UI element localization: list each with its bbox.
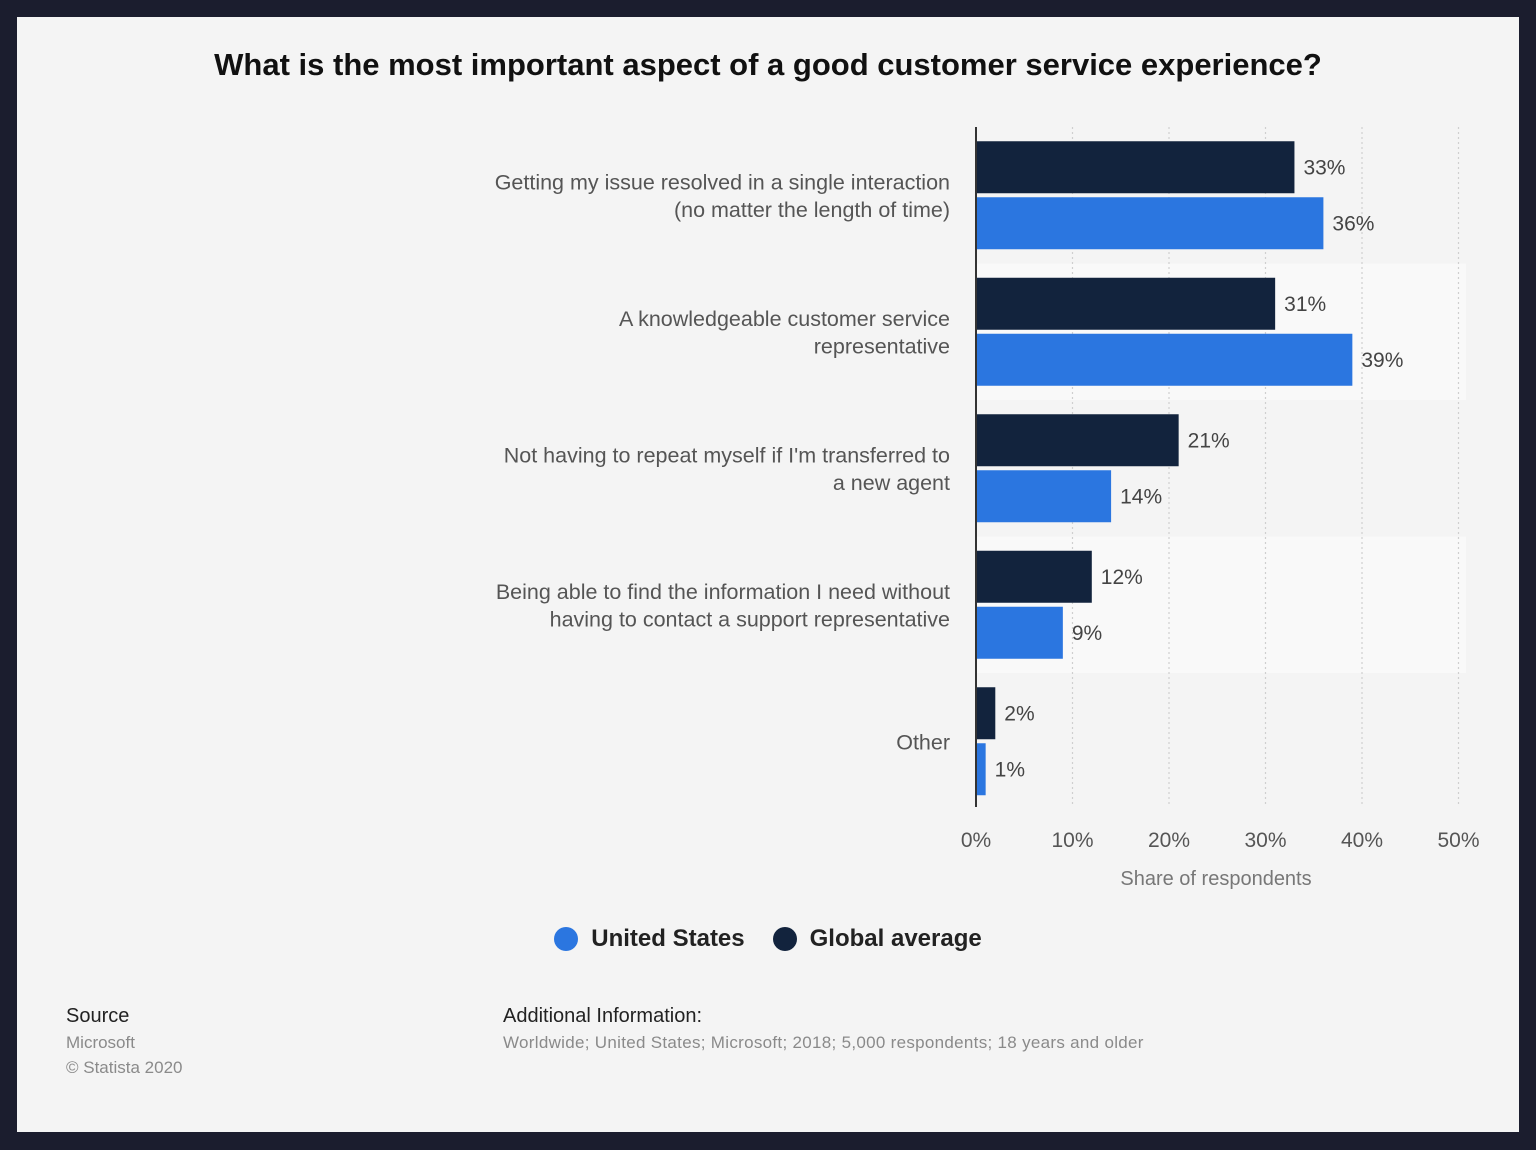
bar-united-states-2[interactable] (976, 333, 1353, 386)
value-label: 12% (1101, 566, 1143, 589)
x-tick-label: 20% (1148, 829, 1190, 852)
bar-global-average-1[interactable] (976, 141, 1295, 194)
source-heading[interactable]: Source (66, 1005, 130, 1027)
bar-global-average-4[interactable] (976, 550, 1092, 603)
value-label: 14% (1120, 485, 1162, 508)
copyright: © Statista 2020 (66, 1058, 183, 1077)
gridlines (1071, 127, 1460, 807)
source-block: Source Microsoft © Statista 2020 (66, 1005, 183, 1078)
category-label: Other (896, 730, 950, 754)
bar-united-states-5[interactable] (976, 743, 986, 796)
x-axis-label: Share of respondents (1120, 868, 1311, 890)
additional-information-block: Additional Information: Worldwide; Unite… (503, 1005, 1144, 1053)
x-tick-label: 0% (961, 829, 991, 852)
bar-global-average-5[interactable] (976, 687, 996, 740)
bar-chart: 33% 36% 31% 39% 21% 14% 12% 9% 2% 1% Getting my i… (495, 127, 1480, 890)
value-label: 9% (1072, 622, 1102, 645)
legend-item-global-average[interactable]: Global average (772, 925, 982, 953)
x-tick-label: 10% (1051, 829, 1093, 852)
bar-united-states-1[interactable] (976, 197, 1324, 250)
category-label: Getting my issue resolved in a single in… (495, 171, 950, 223)
x-tick-label: 40% (1341, 829, 1383, 852)
additional-information-heading: Additional Information: (503, 1005, 703, 1027)
category-label: A knowledgeable customer service represen… (619, 307, 950, 359)
value-label: 39% (1361, 349, 1403, 372)
chart-panel: What is the most important aspect of a g… (17, 17, 1519, 1132)
bar-global-average-2[interactable] (976, 277, 1276, 330)
legend-label-united-states: United States (591, 925, 745, 952)
legend-marker-global-average (772, 927, 797, 951)
value-label: 2% (1004, 702, 1034, 725)
value-label: 21% (1188, 429, 1230, 452)
value-label: 36% (1332, 212, 1374, 235)
bar-global-average-3[interactable] (976, 414, 1179, 467)
category-labels: Getting my issue resolved in a single in… (495, 171, 950, 755)
x-tick-label: 50% (1437, 829, 1479, 852)
legend: United States Global average (17, 925, 1519, 953)
value-label: 1% (995, 758, 1025, 781)
x-tick-label: 30% (1244, 829, 1286, 852)
chart-title: What is the most important aspect of a g… (214, 47, 1322, 82)
bars (976, 141, 1353, 796)
legend-marker-united-states (554, 927, 579, 951)
category-label: Being able to find the information I nee… (496, 580, 950, 632)
value-labels: 33% 36% 31% 39% 21% 14% 12% 9% 2% 1% (995, 156, 1404, 781)
x-tick-labels: 0% 10% 20% 30% 40% 50% (961, 829, 1480, 852)
bar-united-states-4[interactable] (976, 606, 1063, 659)
value-label: 31% (1284, 293, 1326, 316)
bar-united-states-3[interactable] (976, 470, 1112, 523)
legend-item-united-states[interactable]: United States (554, 925, 745, 953)
legend-label-global-average: Global average (809, 925, 982, 952)
additional-information-text: Worldwide; United States; Microsoft; 201… (503, 1033, 1144, 1052)
category-label: Not having to repeat myself if I'm trans… (504, 444, 950, 496)
value-label: 33% (1303, 156, 1345, 179)
source-name: Microsoft (66, 1033, 135, 1052)
